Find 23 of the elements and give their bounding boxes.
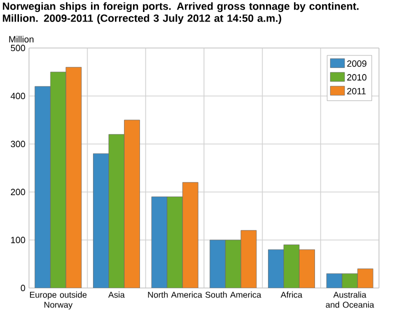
y-tick-label: 0 [20,284,26,292]
legend-label: 2011 [347,88,366,94]
bar [210,240,226,288]
chart-title: Norwegian ships in foreign ports. Arrived gross tonnage by continent. Million. 2009-2011 (Corrected 3 July 2012 at 14:50 a.m.) [2,2,359,24]
bar [34,86,51,288]
x-tick-label: North America [148,292,202,298]
bar [93,153,109,288]
y-tick-label: 300 [10,140,26,148]
y-tick-label: 400 [10,92,26,100]
y-tick-label: 500 [10,44,26,52]
y-tick-label: 200 [10,188,26,196]
y-tick-label: 100 [11,236,26,244]
bar [151,196,168,288]
y-axis-title: Million [9,36,34,42]
bar [326,273,342,288]
x-tick-label: Africa [280,292,302,298]
x-tick-label: Asia [108,292,125,298]
x-tick-label: Europe outside Norway [30,292,87,310]
legend-label: 2009 [347,60,366,67]
legend-label: 2010 [347,74,366,81]
bar [268,249,284,288]
x-tick-label: South America [205,292,262,298]
x-tick-label: Australia and Oceania [326,292,374,308]
